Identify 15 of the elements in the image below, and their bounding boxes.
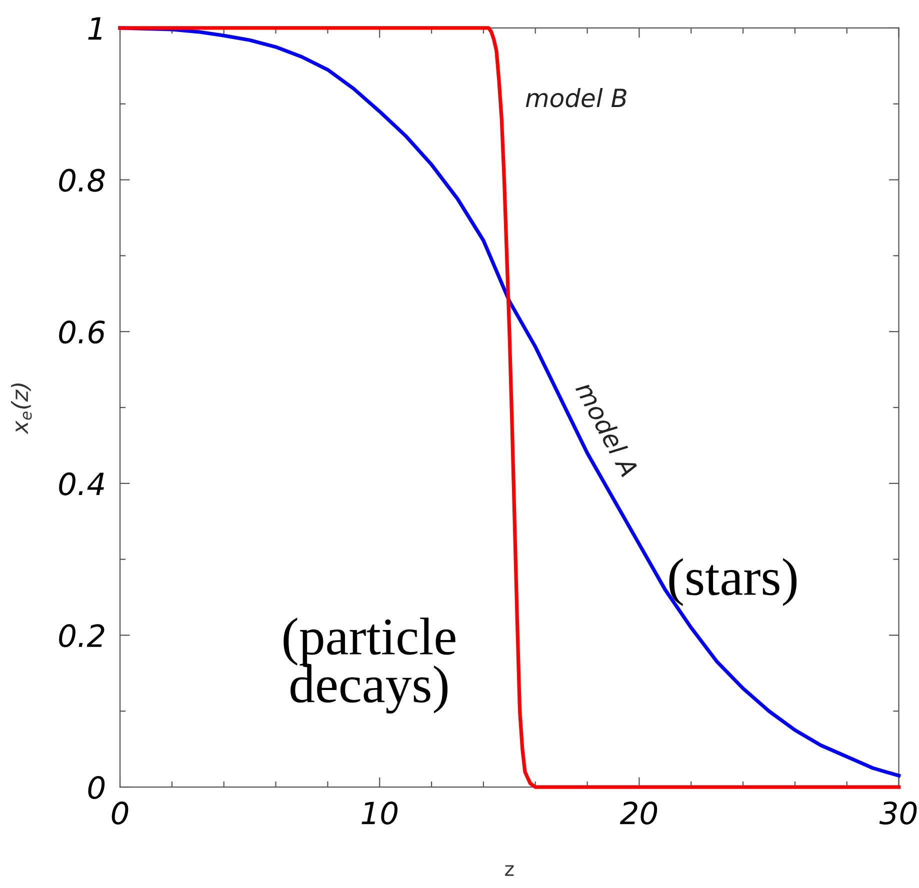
y-tick-label: 0.6 (59, 320, 105, 344)
x-tick-label: 30 (879, 801, 917, 825)
y-tick-label: 0.8 (59, 168, 105, 192)
y-tick-label: 0.4 (59, 472, 104, 496)
series-label: model B (526, 88, 626, 108)
annotation: (stars) (669, 558, 797, 606)
x-tick-label: 0 (112, 801, 128, 825)
x-tick-label: 20 (620, 801, 658, 825)
y-tick-label: 0.2 (59, 624, 104, 648)
y-axis-title: x$_{e}$(z) (11, 384, 32, 434)
y-tick-label: 1 (88, 17, 102, 40)
annotation: (particle decays) (284, 618, 456, 714)
y-tick-label: 0 (88, 776, 105, 800)
x-tick-label: 10 (362, 801, 398, 825)
x-axis-title: z (505, 865, 514, 876)
